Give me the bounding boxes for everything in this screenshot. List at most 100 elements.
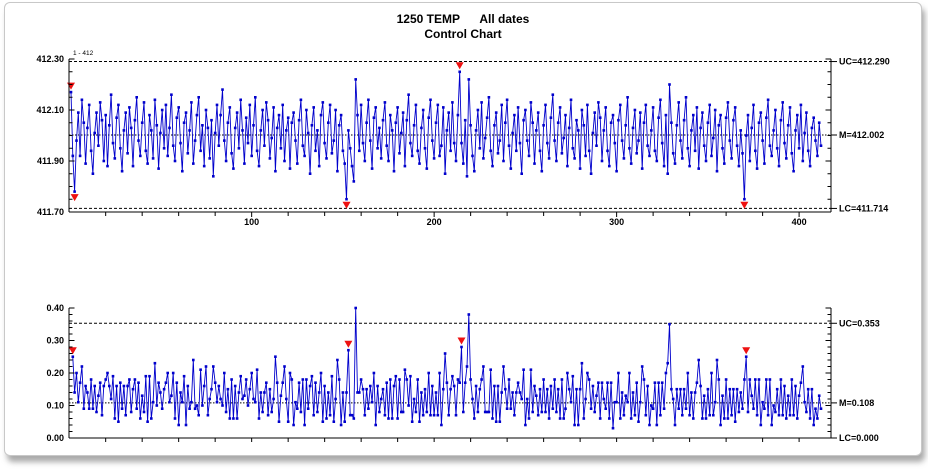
data-point bbox=[555, 410, 558, 414]
data-point bbox=[706, 121, 710, 124]
data-point bbox=[473, 169, 476, 173]
data-point bbox=[140, 121, 144, 124]
data-point bbox=[646, 144, 649, 147]
data-point bbox=[410, 420, 414, 423]
data-point bbox=[212, 175, 215, 178]
data-point bbox=[462, 410, 465, 414]
data-point bbox=[347, 129, 350, 132]
data-point bbox=[770, 154, 773, 158]
data-point bbox=[155, 124, 159, 127]
data-point bbox=[608, 164, 611, 168]
data-point bbox=[655, 423, 659, 427]
data-point bbox=[757, 121, 761, 124]
data-point bbox=[733, 420, 737, 423]
data-point bbox=[660, 141, 664, 145]
data-point bbox=[93, 384, 96, 388]
data-point bbox=[768, 144, 772, 147]
data-point bbox=[108, 124, 111, 127]
data-point bbox=[505, 98, 509, 102]
data-point bbox=[416, 149, 419, 153]
data-point bbox=[181, 400, 184, 404]
y-tick-label: 0.00 bbox=[46, 433, 64, 443]
individuals-chart: 412.30 412.10 411.90 411.70 100 200 300 400 UC=4… bbox=[36, 50, 889, 227]
data-point bbox=[257, 164, 261, 168]
data-point bbox=[573, 157, 576, 160]
data-point bbox=[327, 391, 330, 394]
data-point bbox=[790, 378, 794, 381]
data-point bbox=[237, 391, 241, 394]
data-point bbox=[746, 410, 750, 414]
data-point bbox=[98, 101, 102, 104]
data-point bbox=[137, 139, 140, 142]
data-point bbox=[538, 387, 542, 391]
data-point bbox=[350, 164, 354, 168]
data-point bbox=[476, 108, 480, 112]
data-point bbox=[465, 365, 469, 368]
data-point bbox=[706, 387, 710, 391]
data-point bbox=[783, 384, 786, 388]
x-tick-label: 400 bbox=[792, 217, 807, 227]
data-point bbox=[119, 147, 122, 150]
data-point bbox=[775, 387, 779, 391]
data-point bbox=[704, 159, 708, 163]
data-point bbox=[173, 159, 177, 163]
data-point bbox=[668, 83, 671, 86]
data-point bbox=[741, 407, 744, 410]
lcl-label: LC=0.000 bbox=[839, 433, 879, 443]
y-tick-label: 411.70 bbox=[37, 207, 64, 217]
data-point bbox=[544, 103, 547, 107]
data-point bbox=[699, 384, 702, 388]
data-point bbox=[606, 149, 609, 153]
ucl-label: UC=0.353 bbox=[839, 318, 880, 328]
data-point bbox=[445, 381, 449, 384]
data-point bbox=[476, 410, 480, 414]
data-point bbox=[500, 391, 503, 394]
lcl-label: LC=411.714 bbox=[839, 203, 888, 213]
data-point bbox=[814, 407, 817, 410]
data-point bbox=[361, 141, 365, 145]
data-point bbox=[785, 417, 788, 420]
data-point bbox=[591, 131, 595, 135]
data-point bbox=[305, 378, 308, 381]
data-point bbox=[489, 368, 492, 371]
data-point bbox=[186, 384, 190, 388]
data-point bbox=[383, 413, 387, 417]
data-point bbox=[120, 169, 124, 173]
data-point bbox=[139, 417, 142, 420]
data-point bbox=[520, 397, 523, 401]
data-point bbox=[104, 378, 107, 381]
data-point bbox=[434, 391, 438, 394]
data-point bbox=[463, 381, 467, 384]
data-point bbox=[429, 98, 432, 102]
data-point bbox=[259, 391, 263, 394]
data-point bbox=[104, 113, 107, 117]
data-point bbox=[648, 154, 651, 158]
data-point bbox=[692, 113, 695, 117]
data-point bbox=[721, 147, 724, 150]
data-point bbox=[587, 149, 591, 153]
data-point bbox=[533, 384, 536, 388]
data-point bbox=[556, 121, 560, 124]
data-point bbox=[761, 400, 764, 404]
data-point bbox=[688, 164, 691, 168]
data-point bbox=[598, 116, 602, 119]
data-point bbox=[305, 108, 308, 112]
data-point bbox=[525, 139, 529, 142]
data-point bbox=[84, 162, 87, 165]
data-point bbox=[591, 384, 595, 388]
data-point bbox=[478, 387, 482, 391]
data-point bbox=[817, 394, 821, 397]
series-line bbox=[70, 71, 822, 200]
data-point bbox=[653, 381, 657, 384]
data-point bbox=[294, 400, 297, 404]
data-point bbox=[352, 417, 356, 420]
data-point bbox=[640, 167, 644, 170]
data-point bbox=[100, 413, 104, 417]
data-point bbox=[438, 154, 441, 158]
data-point bbox=[726, 101, 730, 104]
series-markers bbox=[71, 306, 823, 430]
x-tick-label: 100 bbox=[244, 217, 259, 227]
data-point bbox=[657, 116, 660, 119]
data-point bbox=[436, 103, 440, 107]
